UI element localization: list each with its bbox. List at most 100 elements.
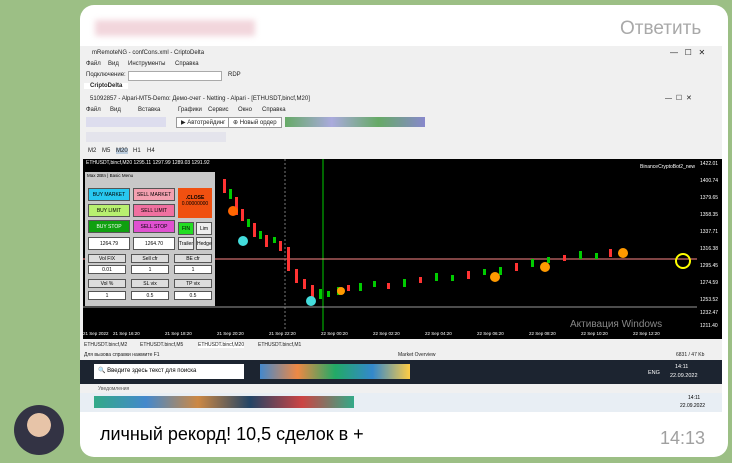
time-label: 22 Sep 10:20: [581, 331, 608, 336]
hedge-button[interactable]: Hedge: [196, 237, 212, 250]
field-input[interactable]: 1: [88, 291, 126, 300]
lim-button[interactable]: Lim: [196, 222, 212, 235]
message-time: 14:13: [660, 428, 706, 448]
reply-button[interactable]: Ответить: [620, 18, 702, 39]
field-label: BE cfr: [174, 254, 212, 263]
time-label: 21 Sep 16:20: [113, 331, 140, 336]
mt5-title: 51092857 - Alpari-MT5-Demo: Демо-счет - …: [90, 96, 310, 102]
buy-limit[interactable]: BUY LIMIT: [88, 204, 130, 217]
notifications: Уведомления: [98, 386, 130, 392]
time-label: 22 Sep 00:20: [321, 331, 348, 336]
panel-header: Max 2Btn | Basic Menu: [87, 173, 134, 178]
menu-view[interactable]: Вид: [108, 61, 119, 67]
time-label: 21 Sep 22:20: [269, 331, 296, 336]
status-help: Для вызова справки нажмите F1: [84, 352, 160, 358]
field-label: Vol FIX: [88, 254, 126, 263]
field-input[interactable]: 1: [131, 265, 169, 274]
rdp[interactable]: RDP: [228, 72, 241, 78]
fin-button[interactable]: FIN: [178, 222, 194, 235]
close-button[interactable]: .CLOSE 0.00000000: [178, 188, 212, 218]
field-input[interactable]: 0.5: [131, 291, 169, 300]
price-field[interactable]: 1264.79: [88, 237, 130, 250]
message-text: личный рекорд! 10,5 сделок в +: [100, 424, 364, 444]
price-label: 1379.65: [700, 195, 719, 201]
tf-h1[interactable]: H1: [133, 148, 141, 154]
activation-watermark: Активация Windows: [570, 319, 663, 330]
window-title: mRemoteNG - confCons.xml - CriptoDelta: [92, 50, 205, 56]
new-order-button[interactable]: ⊕ Новый ордер: [228, 117, 282, 128]
price-label: 1358.35: [700, 212, 719, 218]
tf-m5[interactable]: M5: [102, 148, 111, 154]
time-label: 21 Sep 2022: [83, 331, 109, 336]
host-taskbar-apps: [94, 396, 354, 408]
search-placeholder: Введите здесь текст для поиска: [107, 368, 197, 374]
chart-tab[interactable]: ETHUSDT.bincf,M5: [140, 342, 184, 348]
time-label: 22 Sep 02:20: [373, 331, 400, 336]
connection-tab[interactable]: CriptoDelta: [84, 83, 129, 89]
mt5-menu-help[interactable]: Справка: [262, 107, 286, 113]
tf-h4[interactable]: H4: [147, 148, 155, 154]
price-label: 1422.01: [700, 161, 719, 167]
mt5-menu-window[interactable]: Окно: [238, 107, 252, 113]
mt5-menu-charts[interactable]: Графики: [178, 107, 202, 113]
close-label: .CLOSE: [185, 195, 205, 201]
tf-m2[interactable]: M2: [88, 148, 97, 154]
price-field[interactable]: 1264.70: [133, 237, 175, 250]
clock-date: 22.09.2022: [670, 373, 698, 379]
expert-name: BinanceCryptoBot2_new: [640, 164, 696, 170]
price-label: 1274.59: [700, 280, 719, 286]
candles: [83, 159, 697, 331]
lang[interactable]: ENG: [648, 370, 660, 376]
window-controls: — ☐ ✕: [670, 48, 706, 57]
tf-m20[interactable]: M20: [116, 148, 128, 154]
price-label: 1337.71: [700, 229, 719, 235]
toolbar-icons-2: [285, 117, 425, 127]
connect-input[interactable]: [128, 71, 222, 81]
mt5-menu-view[interactable]: Вид: [110, 107, 121, 113]
price-scale: 1422.01 1400.74 1379.65 1358.35 1337.71 …: [697, 159, 722, 331]
host-clock-date: 22.09.2022: [680, 403, 706, 409]
chart-tab[interactable]: ETHUSDT.bincf,M1: [258, 342, 302, 348]
mt5-menu-file[interactable]: Файл: [86, 107, 101, 113]
time-label: 21 Sep 20:20: [217, 331, 244, 336]
time-label: 22 Sep 04:20: [425, 331, 452, 336]
field-input[interactable]: 0.01: [88, 265, 126, 274]
mt5-menu-service[interactable]: Сервис: [208, 107, 229, 113]
new-order-label: Новый ордер: [239, 120, 277, 126]
trade-panel: Max 2Btn | Basic Menu BUY MARKET SELL MA…: [85, 172, 215, 306]
price-label: 1232.47: [700, 310, 719, 316]
field-input[interactable]: 0.5: [174, 291, 212, 300]
autotrade-button[interactable]: ▶ Автотрейдинг: [176, 117, 231, 128]
chart-tab-active[interactable]: ETHUSDT.bincf,M20: [198, 342, 245, 348]
sell-limit[interactable]: SELL LIMIT: [133, 204, 175, 217]
chart-header: ETHUSDT,bincf,M20 1295.11 1297.99 1289.0…: [86, 160, 210, 166]
mt5-menu-insert[interactable]: Вставка: [138, 107, 161, 113]
price-label: 1295.45: [700, 263, 719, 269]
menu-tools[interactable]: Инструменты: [128, 61, 166, 67]
mt5-controls: — ☐ ✕: [665, 95, 692, 102]
field-input[interactable]: 1: [174, 265, 212, 274]
trade-markers: [228, 206, 691, 306]
buy-stop[interactable]: BUY STOP: [88, 220, 130, 233]
price-label: 1316.38: [700, 246, 719, 252]
blurred-sender: [95, 20, 255, 36]
avatar[interactable]: [14, 405, 64, 455]
sell-stop[interactable]: SELL STOP: [133, 220, 175, 233]
price-label: 1400.74: [700, 178, 719, 184]
menu-help[interactable]: Справка: [175, 61, 199, 67]
sell-market[interactable]: SELL MARKET: [133, 188, 175, 201]
chart-tab[interactable]: ETHUSDT.bincf,M2: [84, 342, 128, 348]
drawing-toolbar: [86, 132, 226, 142]
status-traffic: 6831 / 47 Kb: [676, 352, 705, 358]
field-label: SL vix: [131, 279, 169, 288]
toolbar-icons: [86, 117, 166, 127]
search-box[interactable]: 🔍 Введите здесь текст для поиска: [94, 364, 244, 379]
price-label: 1211.40: [700, 323, 718, 329]
buy-market[interactable]: BUY MARKET: [88, 188, 130, 201]
price-label: 1253.52: [700, 297, 719, 303]
taskbar-apps: [260, 364, 410, 379]
trailer-button[interactable]: Trailer: [178, 237, 194, 250]
time-label: 21 Sep 18:20: [165, 331, 192, 336]
menu-file[interactable]: Файл: [86, 61, 101, 67]
